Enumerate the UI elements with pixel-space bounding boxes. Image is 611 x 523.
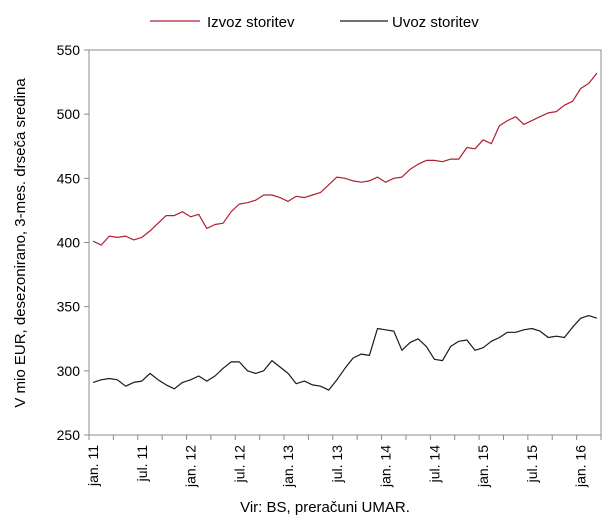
y-tick-label: 450 [57,170,81,186]
x-axis: jan. 11 jul. 11 jan. 12 jul. 12 jan. 13 jul. … [85,435,602,488]
x-tick-label: jan. 13 [280,445,296,488]
legend-label-uvoz: Uvoz storitev [392,14,479,31]
y-tick-label: 300 [57,363,81,379]
legend: Izvoz storitev Uvoz storitev [150,14,479,31]
x-tick-label: jul. 14 [426,445,442,484]
y-tick-label: 500 [57,106,81,122]
x-tick-label: jul. 11 [134,445,150,483]
plot-area [88,49,602,436]
series-group [92,72,598,391]
legend-label-izvoz: Izvoz storitev [207,14,295,31]
x-tick-label: jul. 13 [329,445,345,484]
source-note: Vir: BS, preračuni UMAR. [240,499,410,516]
x-tick-label: jan. 11 [85,445,101,487]
x-tick-label: jul. 12 [231,445,247,484]
x-tick-label: jan. 12 [183,445,199,488]
series-line-izvoz [92,72,598,246]
y-tick-label: 350 [57,299,81,315]
y-tick-label: 550 [57,42,81,58]
series-line-uvoz [92,315,598,391]
x-tick-label: jul. 15 [524,445,540,484]
x-tick-label: jan. 15 [475,445,491,488]
x-tick-label: jan. 16 [573,445,589,488]
y-axis-title: V mio EUR, desezonirano, 3-mes. drseča s… [12,78,29,408]
y-tick-label: 250 [57,427,81,443]
y-axis: 250 300 350 400 450 500 550 [57,42,89,443]
y-tick-label: 400 [57,235,81,251]
x-tick-label: jan. 14 [378,445,394,488]
